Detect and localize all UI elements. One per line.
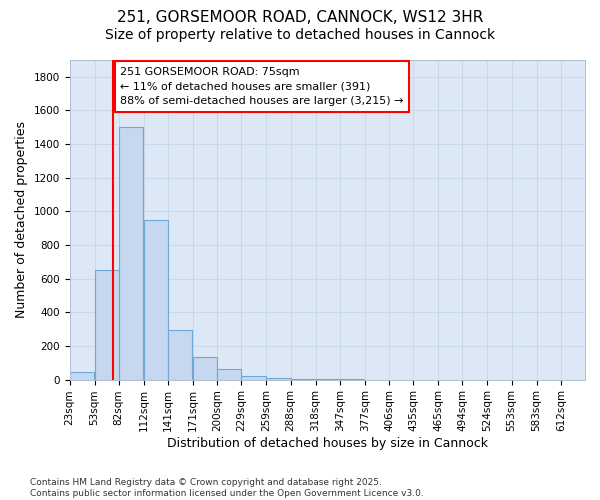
Bar: [266, 378, 290, 380]
Bar: [144, 220, 168, 380]
Bar: [119, 128, 143, 380]
Y-axis label: Number of detached properties: Number of detached properties: [15, 122, 28, 318]
Bar: [290, 379, 315, 380]
X-axis label: Distribution of detached houses by size in Cannock: Distribution of detached houses by size …: [167, 437, 488, 450]
Text: Contains HM Land Registry data © Crown copyright and database right 2025.
Contai: Contains HM Land Registry data © Crown c…: [30, 478, 424, 498]
Bar: [193, 357, 217, 380]
Text: 251 GORSEMOOR ROAD: 75sqm
← 11% of detached houses are smaller (391)
88% of semi: 251 GORSEMOOR ROAD: 75sqm ← 11% of detac…: [121, 66, 404, 106]
Bar: [168, 330, 192, 380]
Text: 251, GORSEMOOR ROAD, CANNOCK, WS12 3HR: 251, GORSEMOOR ROAD, CANNOCK, WS12 3HR: [117, 10, 483, 25]
Bar: [95, 270, 119, 380]
Bar: [217, 368, 241, 380]
Text: Size of property relative to detached houses in Cannock: Size of property relative to detached ho…: [105, 28, 495, 42]
Bar: [241, 376, 266, 380]
Bar: [70, 372, 94, 380]
